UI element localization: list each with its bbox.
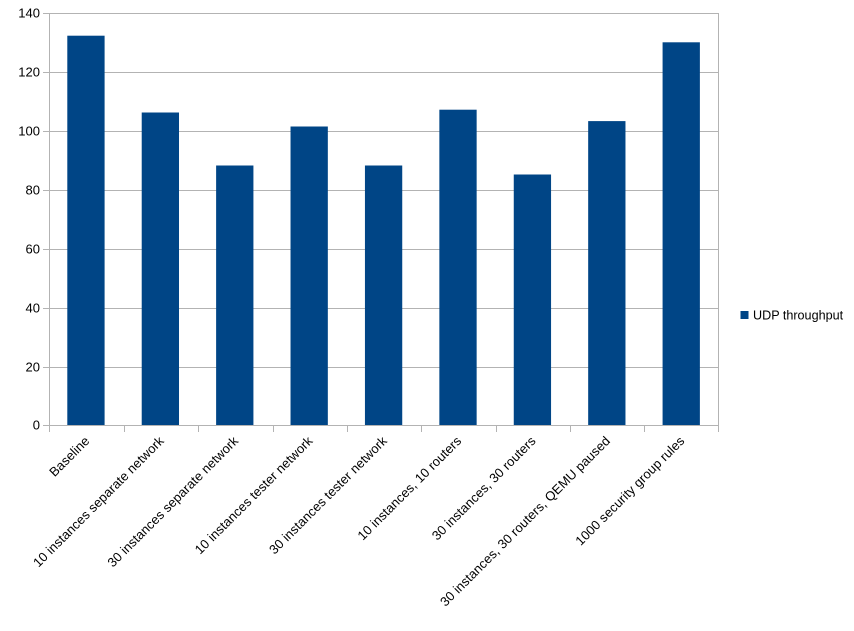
svg-text:UDP throughput: UDP throughput — [753, 309, 844, 323]
svg-text:40: 40 — [26, 300, 40, 315]
svg-text:80: 80 — [26, 182, 40, 197]
svg-text:60: 60 — [26, 241, 40, 256]
svg-text:20: 20 — [26, 359, 40, 374]
svg-text:120: 120 — [18, 64, 40, 79]
svg-text:100: 100 — [18, 123, 40, 138]
svg-text:0: 0 — [33, 417, 40, 432]
svg-text:140: 140 — [18, 5, 40, 20]
